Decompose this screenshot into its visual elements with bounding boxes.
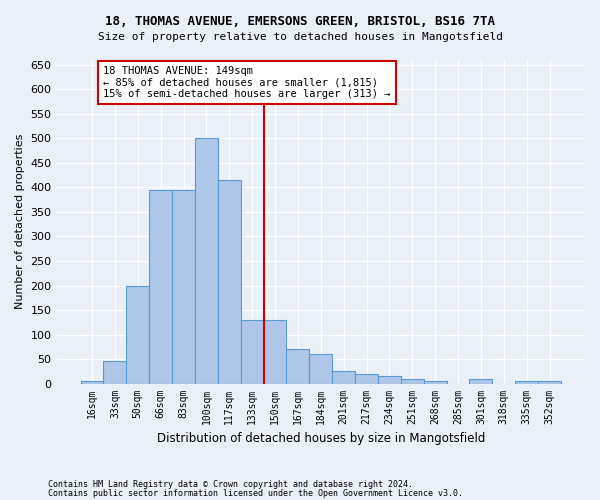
Bar bbox=[195, 138, 218, 384]
Bar bbox=[218, 180, 241, 384]
Bar bbox=[241, 320, 263, 384]
Bar bbox=[310, 354, 332, 384]
Bar bbox=[538, 381, 561, 384]
Bar bbox=[424, 381, 446, 384]
X-axis label: Distribution of detached houses by size in Mangotsfield: Distribution of detached houses by size … bbox=[157, 432, 485, 445]
Bar bbox=[80, 381, 103, 384]
Bar bbox=[355, 374, 378, 384]
Bar bbox=[515, 381, 538, 384]
Bar bbox=[172, 190, 195, 384]
Text: Size of property relative to detached houses in Mangotsfield: Size of property relative to detached ho… bbox=[97, 32, 503, 42]
Text: 18, THOMAS AVENUE, EMERSONS GREEN, BRISTOL, BS16 7TA: 18, THOMAS AVENUE, EMERSONS GREEN, BRIST… bbox=[105, 15, 495, 28]
Bar bbox=[263, 320, 286, 384]
Text: Contains HM Land Registry data © Crown copyright and database right 2024.: Contains HM Land Registry data © Crown c… bbox=[48, 480, 413, 489]
Y-axis label: Number of detached properties: Number of detached properties bbox=[15, 134, 25, 310]
Text: Contains public sector information licensed under the Open Government Licence v3: Contains public sector information licen… bbox=[48, 488, 463, 498]
Bar bbox=[103, 362, 127, 384]
Bar bbox=[332, 372, 355, 384]
Text: 18 THOMAS AVENUE: 149sqm
← 85% of detached houses are smaller (1,815)
15% of sem: 18 THOMAS AVENUE: 149sqm ← 85% of detach… bbox=[103, 66, 391, 99]
Bar bbox=[149, 190, 172, 384]
Bar bbox=[378, 376, 401, 384]
Bar bbox=[401, 378, 424, 384]
Bar bbox=[469, 378, 493, 384]
Bar bbox=[127, 286, 149, 384]
Bar bbox=[286, 349, 310, 384]
